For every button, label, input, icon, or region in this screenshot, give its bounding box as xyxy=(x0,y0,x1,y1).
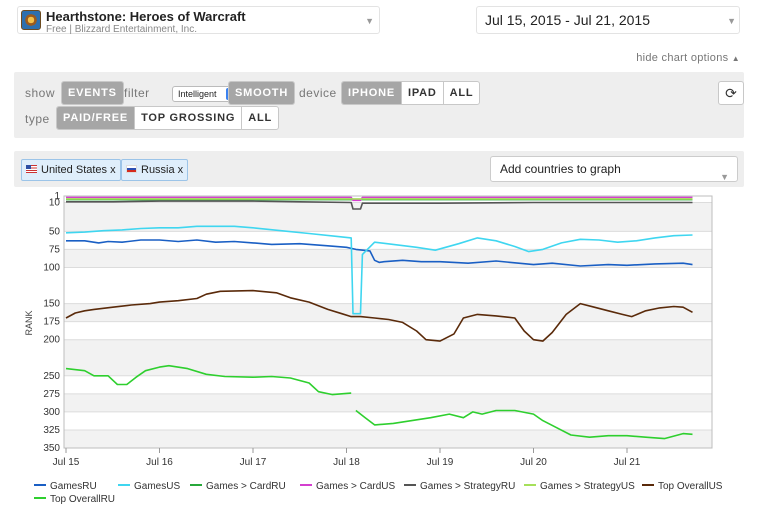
series-line-games-cardus xyxy=(66,196,693,202)
device-button-group: IPHONE IPAD ALL xyxy=(341,81,481,105)
chart-options-panel: show EVENTS filter Intelligent ⇕ SMOOTH … xyxy=(14,72,744,138)
device-iphone-button[interactable]: IPHONE xyxy=(342,82,402,104)
type-label: type xyxy=(25,112,50,126)
grid-band xyxy=(64,429,712,448)
russia-flag-icon xyxy=(126,165,137,174)
legend-swatch xyxy=(524,484,536,487)
legend-label: Games > StrategyUS xyxy=(540,481,635,492)
y-tick-label: 50 xyxy=(49,226,61,237)
series-line-gamesus xyxy=(65,225,693,315)
add-countries-placeholder: Add countries to graph xyxy=(500,162,621,176)
type-paid-free-button[interactable]: PAID/FREE xyxy=(57,107,136,129)
y-tick-label: 200 xyxy=(43,335,60,346)
legend-item-gamesus[interactable]: GamesUS xyxy=(118,481,180,492)
plot-border xyxy=(63,195,713,449)
grid-band xyxy=(64,202,712,232)
legend-label: Top OverallUS xyxy=(658,481,723,492)
type-all-button[interactable]: ALL xyxy=(248,112,273,124)
hearthstone-app-icon xyxy=(21,10,41,30)
smooth-button[interactable]: SMOOTH xyxy=(229,82,295,104)
y-tick-label: 250 xyxy=(43,371,60,382)
legend-swatch xyxy=(34,484,46,487)
series-line-gamesru xyxy=(66,239,693,267)
legend-label: Games > CardRU xyxy=(206,481,286,492)
y-tick-label: 175 xyxy=(43,317,60,328)
chevron-down-icon: ▼ xyxy=(720,172,729,182)
caret-up-icon: ▲ xyxy=(731,54,740,63)
y-tick-label: 300 xyxy=(43,407,60,418)
y-tick-label: 325 xyxy=(43,425,60,436)
show-label: show xyxy=(25,86,56,100)
legend-item-games-strategyus[interactable]: Games > StrategyUS xyxy=(524,481,635,492)
filter-value: Intelligent xyxy=(178,89,217,99)
country-chip-label: United States x xyxy=(41,164,116,176)
legend-swatch xyxy=(300,484,312,487)
legend-swatch xyxy=(190,484,202,487)
app-subtitle: Free | Blizzard Entertainment, Inc. xyxy=(46,24,197,34)
device-label: device xyxy=(299,86,337,100)
type-button-group: PAID/FREE TOP GROSSING ALL xyxy=(56,106,280,130)
x-tick-label: Jul 15 xyxy=(53,457,80,468)
y-tick-label: 75 xyxy=(49,244,61,255)
grid-band xyxy=(64,303,712,322)
legend-swatch xyxy=(118,484,130,487)
legend-label: GamesRU xyxy=(50,481,97,492)
series-line-top-overallus xyxy=(65,289,693,342)
app-selector[interactable]: Hearthstone: Heroes of Warcraft Free | B… xyxy=(17,6,380,34)
legend-swatch xyxy=(34,497,46,500)
legend-swatch xyxy=(642,484,654,487)
refresh-icon: ⟳ xyxy=(725,85,737,101)
legend-swatch xyxy=(404,484,416,487)
y-axis-label: RANK xyxy=(24,310,34,335)
country-chip-united-states[interactable]: United States x xyxy=(21,159,121,181)
y-tick-label: 1 xyxy=(54,191,60,202)
events-button[interactable]: EVENTS xyxy=(62,82,123,104)
date-range-value: Jul 15, 2015 - Jul 21, 2015 xyxy=(485,12,651,28)
x-tick-label: Jul 17 xyxy=(240,457,267,468)
x-tick-label: Jul 18 xyxy=(333,457,360,468)
country-chip-russia[interactable]: Russia x xyxy=(121,159,189,181)
y-tick-label: 350 xyxy=(43,443,60,454)
y-tick-label: 150 xyxy=(43,299,60,310)
us-flag-icon xyxy=(26,165,37,174)
device-all-button[interactable]: ALL xyxy=(449,87,474,99)
app-title: Hearthstone: Heroes of Warcraft xyxy=(46,9,246,24)
y-tick-label: 10 xyxy=(49,197,61,208)
refresh-button[interactable]: ⟳ xyxy=(718,81,744,105)
legend-item-top-overallru[interactable]: Top OverallRU xyxy=(34,494,115,505)
chevron-down-icon[interactable]: ▼ xyxy=(727,16,736,26)
legend-label: Games > CardUS xyxy=(316,481,396,492)
legend-item-top-overallus[interactable]: Top OverallUS xyxy=(642,481,722,492)
hide-chart-options-label: hide chart options xyxy=(636,52,729,64)
legend-item-gamesru[interactable]: GamesRU xyxy=(34,481,97,492)
chevron-down-icon[interactable]: ▼ xyxy=(365,16,374,26)
device-ipad-button[interactable]: IPAD xyxy=(402,82,444,104)
legend-item-games-strategyru[interactable]: Games > StrategyRU xyxy=(404,481,515,492)
smooth-button-group: SMOOTH xyxy=(228,81,296,105)
x-tick-label: Jul 20 xyxy=(520,457,547,468)
grid-band xyxy=(64,339,712,376)
legend-label: Top OverallRU xyxy=(50,494,116,505)
series-line-top-overallru xyxy=(65,364,693,440)
grid-band xyxy=(64,393,712,412)
add-countries-select[interactable]: Add countries to graph ▼ xyxy=(490,156,738,182)
show-button-group: EVENTS xyxy=(61,81,124,105)
countries-panel: United States x Russia x Add countries t… xyxy=(14,151,744,187)
series-line-games-strategyru xyxy=(66,200,693,210)
rank-line-chart: 110 50 75 100 150 175 200 250 275 300 325 350 Jul 15… xyxy=(24,191,713,468)
legend-label: Games > StrategyRU xyxy=(420,481,516,492)
x-tick-label: Jul 19 xyxy=(427,457,454,468)
y-tick-label: 100 xyxy=(43,262,60,273)
legend-label: GamesUS xyxy=(134,481,181,492)
hide-chart-options-link[interactable]: hide chart options ▲ xyxy=(636,52,740,64)
type-top-grossing-button[interactable]: TOP GROSSING xyxy=(135,107,243,129)
x-tick-label: Jul 16 xyxy=(146,457,173,468)
date-range-selector[interactable]: Jul 15, 2015 - Jul 21, 2015 ▼ xyxy=(476,6,740,34)
y-tick-label: 275 xyxy=(43,389,60,400)
legend-item-games-cardru[interactable]: Games > CardRU xyxy=(190,481,286,492)
country-chip-label: Russia x xyxy=(141,164,184,176)
filter-label: filter xyxy=(124,86,150,100)
legend-item-games-cardus[interactable]: Games > CardUS xyxy=(300,481,395,492)
x-tick-label: Jul 21 xyxy=(614,457,641,468)
